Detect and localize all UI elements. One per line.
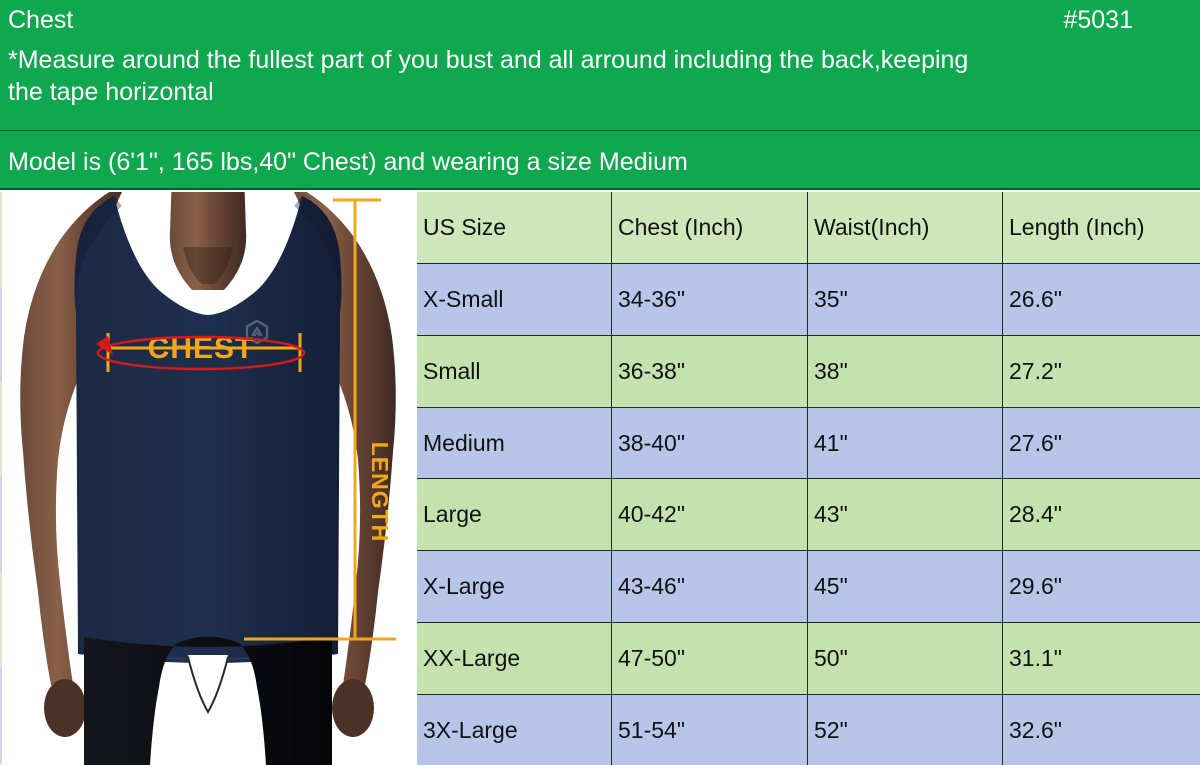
svg-text:LENGTH: LENGTH [367, 442, 393, 543]
